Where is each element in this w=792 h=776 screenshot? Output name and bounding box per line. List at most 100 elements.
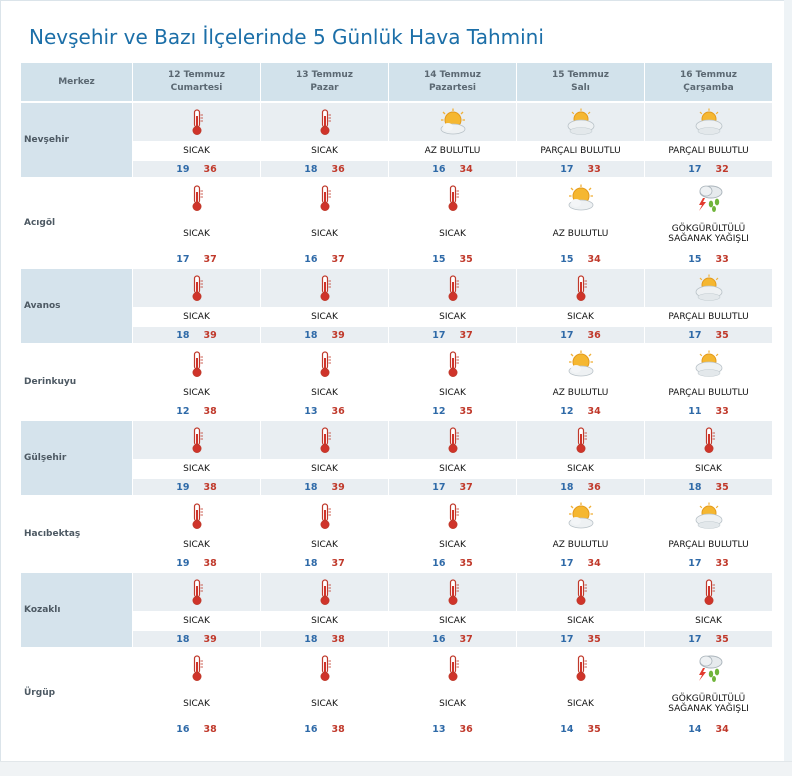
table-row: SICAK SICAK SICAK SICAK GÖKGÜRÜLTÜLÜ SAĞANAK… xyxy=(21,687,773,721)
table-row: 19 38 18 39 17 37 18 36 18 35 xyxy=(21,479,773,496)
min-temperature: 13 xyxy=(304,405,318,417)
weather-description: SICAK xyxy=(388,535,517,555)
weather-description: SICAK xyxy=(132,535,261,555)
max-temperature: 35 xyxy=(459,405,473,417)
table-row: 12 38 13 36 12 35 12 34 11 33 xyxy=(21,403,773,420)
max-temperature: 38 xyxy=(331,633,345,645)
temperature-cell: 18 35 xyxy=(644,479,773,496)
city-name: Avanos xyxy=(20,268,133,344)
max-temperature: 38 xyxy=(203,723,217,735)
thermometer-icon xyxy=(443,349,463,379)
temperature-cell: 14 35 xyxy=(516,721,645,738)
weather-icon-cell xyxy=(260,344,389,383)
min-temperature: 19 xyxy=(176,163,190,175)
temperature-cell: 17 35 xyxy=(644,327,773,344)
min-temperature: 16 xyxy=(432,163,446,175)
weather-description: AZ BULUTLU xyxy=(516,217,645,251)
weather-description: SICAK xyxy=(388,383,517,403)
temperature-cell: 17 32 xyxy=(644,161,773,178)
temperature-cell: 17 35 xyxy=(644,631,773,648)
max-temperature: 36 xyxy=(331,405,345,417)
max-temperature: 39 xyxy=(331,329,345,341)
max-temperature: 39 xyxy=(203,633,217,645)
table-row: Derinkuyu xyxy=(20,344,773,420)
weather-description: SICAK xyxy=(388,459,517,479)
min-temperature: 13 xyxy=(432,723,446,735)
temperature-cell: 15 34 xyxy=(516,251,645,268)
weather-description: AZ BULUTLU xyxy=(516,535,645,555)
forecast-table: Merkez 12 Temmuz Cumartesi 13 Temmuz Pazar… xyxy=(20,63,773,739)
min-temperature: 18 xyxy=(304,329,318,341)
weather-icon-cell xyxy=(260,268,389,307)
min-temperature: 12 xyxy=(432,405,446,417)
table-row: Ürgüp xyxy=(20,648,773,738)
temperature-cell: 18 39 xyxy=(260,479,389,496)
max-temperature: 36 xyxy=(459,723,473,735)
temperature-cell: 16 34 xyxy=(388,161,517,178)
temperature-cell: 16 37 xyxy=(388,631,517,648)
weather-icon-cell xyxy=(516,648,645,687)
thermometer-icon xyxy=(443,653,463,683)
table-row: SICAK SICAK SICAK AZ BULUTLU GÖKGÜRÜLTÜLÜ SA… xyxy=(21,217,773,251)
weather-description: SICAK xyxy=(388,307,517,327)
min-temperature: 15 xyxy=(560,253,574,265)
city-name: Kozaklı xyxy=(20,572,133,648)
min-temperature: 18 xyxy=(176,633,190,645)
weather-icon-cell xyxy=(260,102,389,141)
thunder-shower-icon xyxy=(694,183,724,213)
max-temperature: 34 xyxy=(587,557,601,569)
weather-description: SICAK xyxy=(388,217,517,251)
min-temperature: 15 xyxy=(688,253,702,265)
header-date: 16 Temmuz xyxy=(679,70,738,80)
temperature-cell: 18 39 xyxy=(260,327,389,344)
weather-icon-cell xyxy=(260,496,389,535)
weather-icon-cell xyxy=(388,102,517,141)
weather-description: SICAK xyxy=(388,687,517,721)
weather-description: SICAK xyxy=(644,611,773,631)
min-temperature: 17 xyxy=(688,329,702,341)
city-block: Nevşehir SICAK SICAK AZ BULUTLU PARÇALI BULU… xyxy=(20,102,773,178)
min-temperature: 16 xyxy=(304,253,318,265)
max-temperature: 32 xyxy=(715,163,729,175)
max-temperature: 35 xyxy=(715,329,729,341)
max-temperature: 33 xyxy=(715,253,729,265)
table-row: 18 39 18 39 17 37 17 36 17 35 xyxy=(21,327,773,344)
weather-description: SICAK xyxy=(516,687,645,721)
weather-icon-cell xyxy=(388,344,517,383)
temperature-cell: 12 35 xyxy=(388,403,517,420)
thermometer-icon xyxy=(187,273,207,303)
temperature-cell: 11 33 xyxy=(644,403,773,420)
table-row: Nevşehir xyxy=(20,102,773,178)
weather-description: SICAK xyxy=(260,535,389,555)
temperature-cell: 19 36 xyxy=(132,161,261,178)
min-temperature: 18 xyxy=(304,557,318,569)
max-temperature: 34 xyxy=(715,723,729,735)
city-block: Kozaklı SICAK SICAK SICAK SICAK SICAK 18 39 18 38… xyxy=(20,572,773,648)
max-temperature: 35 xyxy=(715,633,729,645)
weather-description: SICAK xyxy=(132,217,261,251)
temperature-cell: 19 38 xyxy=(132,479,261,496)
weather-icon-cell xyxy=(644,420,773,459)
header-day: 15 Temmuz Salı xyxy=(516,63,645,103)
weather-description: SICAK xyxy=(260,307,389,327)
thermometer-icon xyxy=(315,653,335,683)
min-temperature: 14 xyxy=(688,723,702,735)
weather-description: PARÇALI BULUTLU xyxy=(644,307,773,327)
min-temperature: 17 xyxy=(688,163,702,175)
temperature-cell: 18 38 xyxy=(260,631,389,648)
header-weekday: Pazar xyxy=(310,83,339,93)
thermometer-icon xyxy=(315,349,335,379)
max-temperature: 35 xyxy=(459,557,473,569)
scrollbar-track[interactable] xyxy=(784,0,792,776)
table-row: SICAK SICAK AZ BULUTLU PARÇALI BULUTLU PARÇA… xyxy=(21,141,773,161)
table-row: SICAK SICAK SICAK AZ BULUTLU PARÇALI BULUTLU xyxy=(21,535,773,555)
weather-icon-cell xyxy=(644,496,773,535)
city-block: Ürgüp SICAK SICAK SICAK SICAK GÖKGÜRÜLTÜLÜ SA… xyxy=(20,648,773,738)
weather-description: SICAK xyxy=(132,141,261,161)
min-temperature: 12 xyxy=(560,405,574,417)
city-name: Nevşehir xyxy=(20,102,133,178)
weather-icon-cell xyxy=(132,102,261,141)
thermometer-icon xyxy=(315,425,335,455)
max-temperature: 37 xyxy=(459,633,473,645)
thermometer-icon xyxy=(443,577,463,607)
